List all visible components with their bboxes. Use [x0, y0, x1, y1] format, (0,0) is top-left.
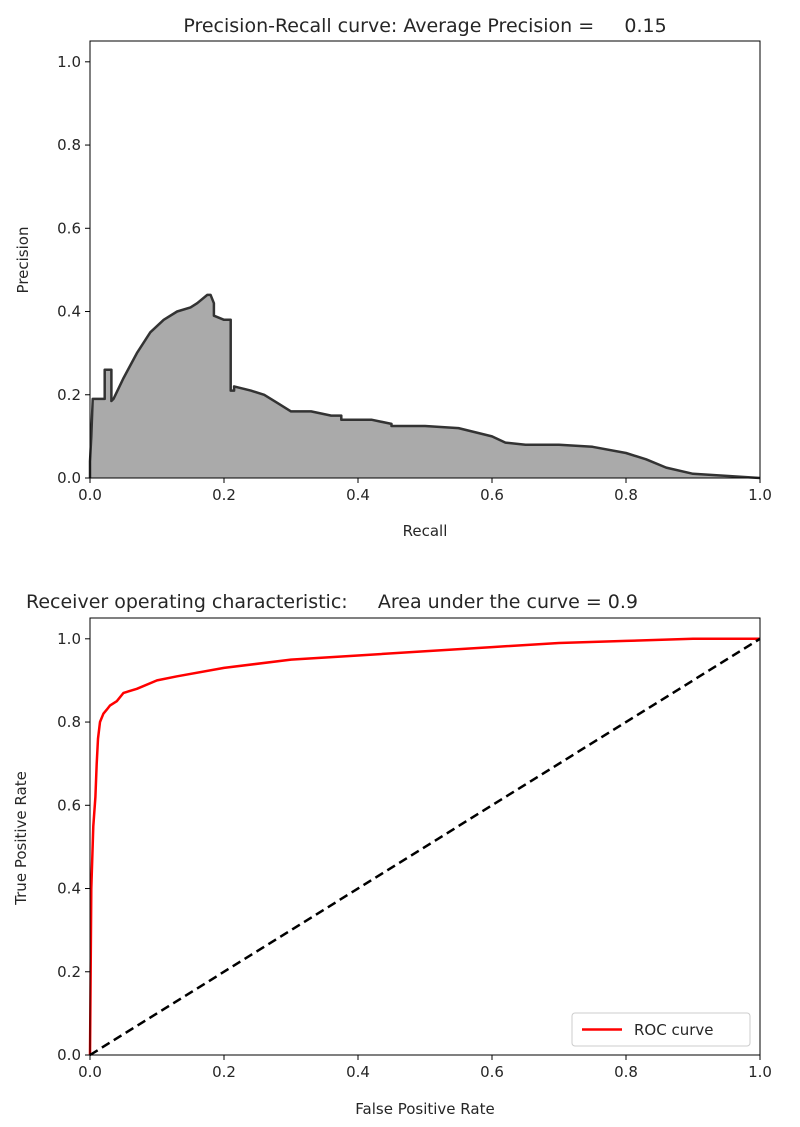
x-tick-label: 0.6	[480, 1063, 504, 1081]
y-tick-label: 0.2	[57, 386, 81, 404]
y-axis-ticks: 0.0 0.2 0.4 0.6 0.8 1.0	[57, 53, 90, 487]
x-tick-label: 0.2	[212, 486, 236, 504]
x-axis-label: Recall	[403, 522, 448, 540]
legend-box	[571, 1012, 751, 1047]
y-tick-label: 1.0	[57, 630, 81, 648]
x-tick-label: 1.0	[748, 486, 772, 504]
precision-recall-chart: Precision-Recall curve: Average Precisio…	[14, 15, 772, 540]
legend-label-roc-curve: ROC curve	[634, 1021, 714, 1039]
roc-curve-line	[88, 637, 760, 1056]
legend: ROC curve	[571, 1012, 751, 1047]
x-tick-label: 0.8	[614, 486, 638, 504]
y-tick-label: 0.4	[57, 880, 81, 898]
y-tick-label: 0.8	[57, 136, 81, 154]
x-tick-label: 0.8	[614, 1063, 638, 1081]
x-tick-label: 1.0	[748, 1063, 772, 1081]
chart-title: Precision-Recall curve: Average Precisio…	[183, 15, 666, 37]
y-tick-label: 0.4	[57, 303, 81, 321]
axes-frame	[89, 40, 761, 479]
y-tick-label: 0.0	[57, 469, 81, 487]
x-tick-label: 0.0	[78, 486, 102, 504]
y-axis-ticks: 0.0 0.2 0.4 0.6 0.8 1.0	[57, 630, 90, 1064]
pr-curve-line	[88, 293, 761, 480]
axes-frame	[89, 617, 761, 1056]
pr-area-fill	[90, 294, 760, 478]
x-axis-label: False Positive Rate	[355, 1100, 494, 1118]
y-axis-label: True Positive Rate	[12, 771, 30, 906]
x-tick-label: 0.6	[480, 486, 504, 504]
x-tick-label: 0.4	[346, 1063, 370, 1081]
y-tick-label: 0.6	[57, 219, 81, 237]
x-axis-ticks: 0.0 0.2 0.4 0.6 0.8 1.0	[78, 478, 772, 504]
roc-plot-area	[88, 637, 761, 1057]
x-tick-label: 0.4	[346, 486, 370, 504]
y-tick-label: 1.0	[57, 53, 81, 71]
y-tick-label: 0.2	[57, 963, 81, 981]
x-tick-label: 0.0	[78, 1063, 102, 1081]
y-tick-label: 0.8	[57, 713, 81, 731]
diagonal-reference-line	[89, 637, 761, 1057]
y-tick-label: 0.0	[57, 1046, 81, 1064]
chart-title: Receiver operating characteristic: Area …	[26, 591, 638, 613]
roc-chart: Receiver operating characteristic: Area …	[12, 591, 772, 1118]
x-axis-ticks: 0.0 0.2 0.4 0.6 0.8 1.0	[78, 1055, 772, 1081]
y-tick-label: 0.6	[57, 796, 81, 814]
pr-plot-area	[88, 293, 761, 480]
y-axis-label: Precision	[14, 227, 32, 294]
x-tick-label: 0.2	[212, 1063, 236, 1081]
